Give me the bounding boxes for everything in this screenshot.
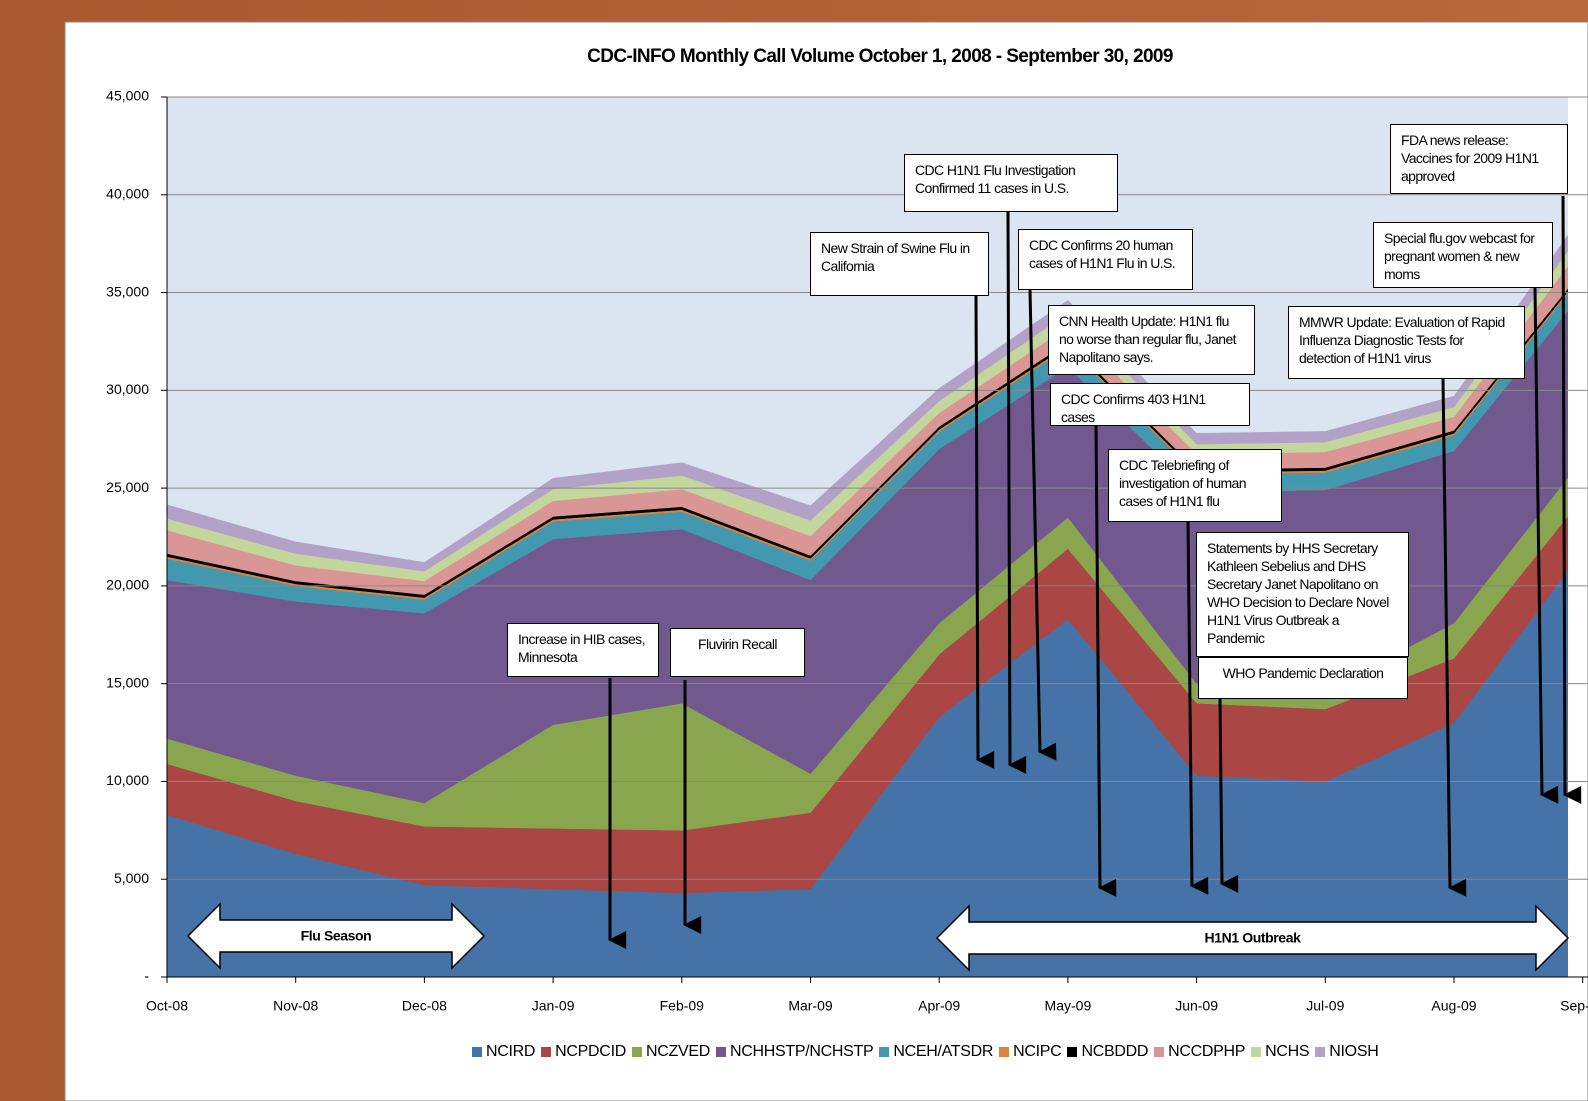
- annotation-arrow: [1094, 425, 1117, 897]
- annotation: Increase in HIB cases, Minnesota: [507, 623, 659, 677]
- legend-item: NCPDCID: [541, 1043, 626, 1061]
- period-label: H1N1 Outbreak: [1205, 930, 1302, 946]
- area: [167, 234, 1568, 572]
- legend-item: NCCDPHP: [1154, 1043, 1245, 1061]
- y-tick-label: -: [144, 968, 149, 984]
- x-tick-label: Sep-09: [1560, 998, 1588, 1014]
- annotation-arrow: [1218, 698, 1239, 893]
- legend-label: NCPDCID: [555, 1043, 626, 1060]
- annotation-arrow: [974, 295, 995, 769]
- period-arrow: [186, 902, 486, 970]
- period-arrow: [935, 904, 1570, 972]
- x-tick-label: Aug-09: [1431, 998, 1476, 1014]
- annotation-arrow: [1006, 211, 1027, 774]
- annotation: CNN Health Update: H1N1 flu no worse tha…: [1048, 305, 1255, 375]
- annotation-arrow: [1028, 289, 1057, 761]
- annotation: FDA news release: Vaccines for 2009 H1N1…: [1390, 124, 1568, 194]
- annotation: CDC Confirms 20 human cases of H1N1 Flu …: [1018, 229, 1193, 290]
- annotation-arrow: [1561, 195, 1582, 804]
- x-tick-label: Nov-08: [273, 998, 318, 1014]
- period-label: Flu Season: [301, 928, 372, 944]
- legend-label: NCIRD: [486, 1043, 536, 1060]
- y-tick-label: 15,000: [106, 674, 149, 690]
- legend-item: NCZVED: [631, 1043, 710, 1061]
- legend-item: NCIPC: [999, 1043, 1062, 1061]
- x-tick-label: Jul-09: [1306, 998, 1344, 1014]
- annotation-arrow: [1533, 287, 1559, 804]
- legend-swatch: [541, 1047, 552, 1057]
- annotation: CDC Confirms 403 H1N1 cases: [1050, 383, 1250, 426]
- legend-label: NCHS: [1265, 1043, 1310, 1060]
- y-tick-label: 30,000: [106, 381, 149, 397]
- legend-swatch: [879, 1047, 890, 1057]
- annotation: CDC Telebriefing of investigation of hum…: [1108, 449, 1282, 522]
- annotation: CDC H1N1 Flu Investigation Confirmed 11 …: [904, 154, 1118, 212]
- x-tick-label: Mar-09: [788, 998, 833, 1014]
- y-tick-label: 40,000: [106, 185, 149, 201]
- x-tick-label: Oct-08: [146, 998, 188, 1014]
- legend-item: NIOSH: [1315, 1043, 1379, 1061]
- y-tick-label: 45,000: [106, 88, 149, 104]
- x-tick-label: Feb-09: [660, 998, 705, 1014]
- x-tick-label: Dec-08: [402, 998, 447, 1014]
- annotation: Special flu.gov webcast for pregnant wom…: [1373, 222, 1553, 288]
- legend-swatch: [1251, 1047, 1262, 1057]
- legend-label: NCEH/ATSDR: [893, 1043, 994, 1060]
- y-tick-label: 35,000: [106, 283, 149, 299]
- y-tick-label: 10,000: [106, 772, 149, 788]
- legend-swatch: [999, 1047, 1010, 1057]
- annotation: Fluvirin Recall: [670, 628, 805, 677]
- legend-swatch: [715, 1047, 726, 1057]
- annotation: MMWR Update: Evaluation of Rapid Influen…: [1288, 306, 1525, 379]
- legend-item: NCEH/ATSDR: [879, 1043, 993, 1061]
- legend-label: NCHHSTP/NCHSTP: [729, 1043, 874, 1060]
- chart-title: CDC-INFO Monthly Call Volume October 1, …: [587, 46, 1173, 67]
- legend-label: NCCDPHP: [1168, 1043, 1246, 1060]
- legend-label: NCZVED: [645, 1043, 710, 1060]
- legend-item: NCBDDD: [1067, 1043, 1148, 1061]
- legend-item: NCHHSTP/NCHSTP: [715, 1043, 874, 1061]
- legend-label: NCIPC: [1013, 1043, 1062, 1060]
- annotation-arrow: [1186, 521, 1209, 895]
- legend-swatch: [631, 1047, 642, 1057]
- x-tick-label: May-09: [1045, 998, 1092, 1014]
- legend-swatch: [1154, 1047, 1165, 1057]
- legend-label: NCBDDD: [1081, 1043, 1149, 1060]
- x-tick-label: Apr-09: [918, 998, 960, 1014]
- y-tick-label: 5,000: [114, 870, 149, 886]
- legend-swatch: [472, 1047, 482, 1057]
- legend-swatch: [1067, 1047, 1078, 1057]
- annotation: Statements by HHS Secretary Kathleen Seb…: [1196, 532, 1409, 657]
- legend: NCIRD NCPDCID NCZVED NCHHSTP/NCHSTP NCEH/ATS…: [472, 1043, 1379, 1061]
- x-tick-label: Jan-09: [532, 998, 575, 1014]
- legend-swatch: [1315, 1047, 1326, 1057]
- legend-item: NCIRD: [472, 1043, 535, 1061]
- y-tick-label: 20,000: [106, 577, 149, 593]
- legend-label: NIOSH: [1329, 1043, 1379, 1060]
- annotation-arrow: [1441, 378, 1467, 897]
- x-tick-label: Jun-09: [1175, 998, 1218, 1014]
- legend-item: NCHS: [1251, 1043, 1310, 1061]
- annotation: New Strain of Swine Flu in California: [810, 232, 989, 296]
- annotation: WHO Pandemic Declaration: [1198, 657, 1408, 699]
- y-tick-label: 25,000: [106, 479, 149, 495]
